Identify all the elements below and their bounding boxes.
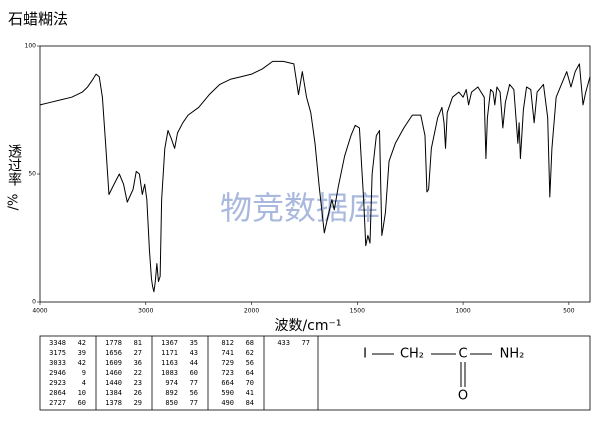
- table-wavenumber: 1378: [105, 399, 122, 407]
- table-wavenumber: 1656: [105, 349, 122, 357]
- table-wavenumber: 590: [221, 389, 234, 397]
- table-wavenumber: 741: [221, 349, 234, 357]
- table-transmittance: 77: [190, 399, 198, 407]
- table-transmittance: 10: [78, 389, 86, 397]
- table-wavenumber: 1384: [105, 389, 122, 397]
- table-transmittance: 42: [78, 359, 86, 367]
- table-transmittance: 23: [134, 379, 142, 387]
- x-tick-label: 500: [563, 308, 575, 315]
- table-transmittance: 39: [78, 349, 86, 357]
- atom: I: [363, 347, 367, 362]
- plot-frame: [39, 45, 591, 303]
- table-wavenumber: 974: [165, 379, 178, 387]
- y-tick-label: 50: [28, 171, 36, 178]
- table-transmittance: 27: [134, 349, 142, 357]
- atom: NH₂: [500, 347, 525, 362]
- table-transmittance: 62: [246, 349, 254, 357]
- x-axis-label: 波数/cm⁻¹: [274, 318, 341, 334]
- table-transmittance: 70: [246, 379, 254, 387]
- table-transmittance: 26: [134, 389, 142, 397]
- x-tick-label: 1000: [455, 308, 470, 315]
- table-wavenumber: 490: [221, 399, 234, 407]
- table-wavenumber: 1163: [161, 359, 178, 367]
- table-transmittance: 64: [246, 369, 254, 377]
- table-wavenumber: 433: [277, 339, 290, 347]
- table-wavenumber: 1367: [161, 339, 178, 347]
- table-transmittance: 35: [190, 339, 198, 347]
- watermark: 物竞数据库: [220, 189, 380, 227]
- table-wavenumber: 2727: [49, 399, 66, 407]
- table-transmittance: 22: [134, 369, 142, 377]
- table-transmittance: 43: [190, 349, 198, 357]
- table-wavenumber: 664: [221, 379, 234, 387]
- table-transmittance: 56: [190, 389, 198, 397]
- table-dividers: [95, 336, 319, 410]
- table-wavenumber: 2923: [49, 379, 66, 387]
- table-wavenumber: 2864: [49, 389, 66, 397]
- table-wavenumber: 812: [221, 339, 234, 347]
- table-wavenumber: 729: [221, 359, 234, 367]
- y-tick-label: 0: [32, 299, 36, 306]
- table-wavenumber: 723: [221, 369, 234, 377]
- table-transmittance: 77: [302, 339, 310, 347]
- table-transmittance: 60: [78, 399, 86, 407]
- table-wavenumber: 3348: [49, 339, 66, 347]
- table-wavenumber: 1778: [105, 339, 122, 347]
- y-axis-unit: /%: [7, 194, 22, 211]
- atom: C: [458, 347, 467, 362]
- table-transmittance: 4: [82, 379, 86, 387]
- table-wavenumber: 3033: [49, 359, 66, 367]
- table-transmittance: 42: [78, 339, 86, 347]
- table-wavenumber: 1609: [105, 359, 122, 367]
- table-transmittance: 84: [246, 399, 254, 407]
- chart-title: 石蜡糊法: [8, 10, 68, 28]
- table-wavenumber: 1083: [161, 369, 178, 377]
- x-tick-label: 3000: [138, 308, 153, 315]
- table-wavenumber: 1440: [105, 379, 122, 387]
- table-wavenumber: 2946: [49, 369, 66, 377]
- table-wavenumber: 892: [165, 389, 178, 397]
- table-frame: [39, 335, 591, 411]
- structure: I CH₂ C NH₂ O: [363, 347, 524, 404]
- table-transmittance: 44: [190, 359, 198, 367]
- table-transmittance: 81: [134, 339, 142, 347]
- atom: O: [458, 389, 468, 404]
- table-transmittance: 68: [246, 339, 254, 347]
- x-tick-label: 1500: [350, 308, 365, 315]
- table-transmittance: 29: [134, 399, 142, 407]
- table-transmittance: 56: [246, 359, 254, 367]
- table-transmittance: 9: [82, 369, 86, 377]
- x-tick-label: 4000: [32, 308, 47, 315]
- table-wavenumber: 1171: [161, 349, 178, 357]
- table-transmittance: 60: [190, 369, 198, 377]
- spectrum-line: [39, 60, 591, 293]
- y-tick-label: 100: [25, 43, 37, 50]
- table-wavenumber: 850: [165, 399, 178, 407]
- table-wavenumber: 3175: [49, 349, 66, 357]
- table-wavenumber: 1460: [105, 369, 122, 377]
- table-transmittance: 77: [190, 379, 198, 387]
- x-tick-label: 2000: [244, 308, 259, 315]
- atom: CH₂: [400, 347, 424, 362]
- table-transmittance: 41: [246, 389, 254, 397]
- y-axis-label: 透过率: [6, 144, 22, 186]
- table-transmittance: 36: [134, 359, 142, 367]
